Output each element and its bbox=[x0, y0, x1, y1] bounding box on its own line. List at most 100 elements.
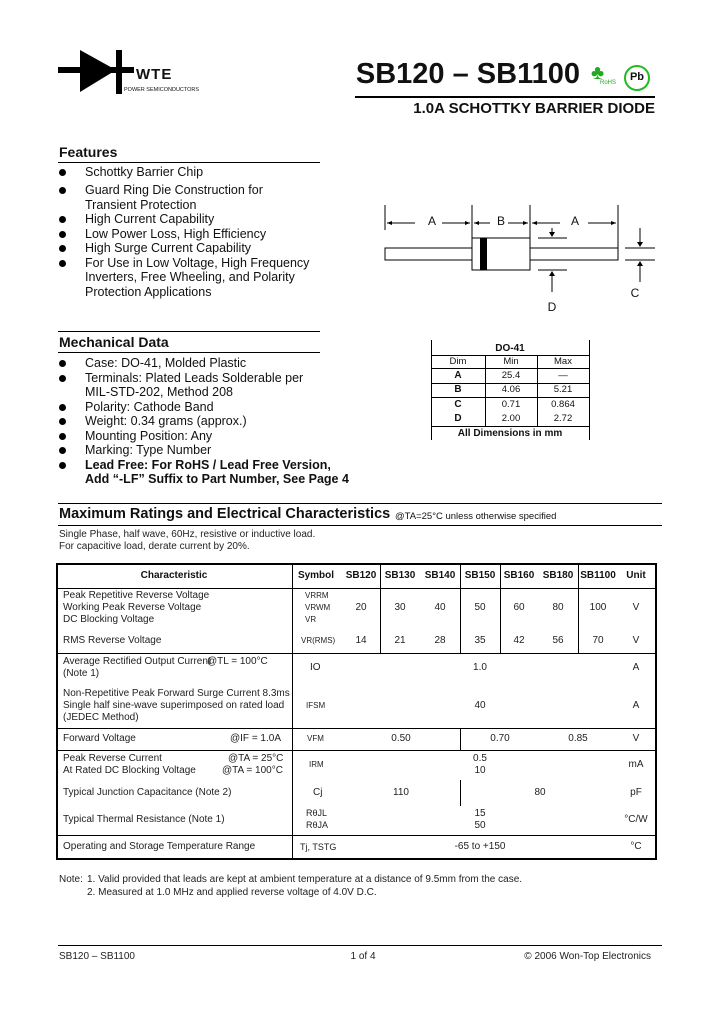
column-header: Characteristic bbox=[140, 570, 208, 581]
symbol: VRWM bbox=[305, 603, 331, 612]
list-item: Marking: Type Number bbox=[85, 443, 212, 457]
column-header: SB160 bbox=[503, 570, 535, 581]
table-cell: 35 bbox=[474, 635, 486, 646]
do41-package-diagram bbox=[384, 205, 655, 292]
table-cell: 14 bbox=[355, 635, 367, 646]
list-item: Add “-LF” Suffix to Part Number, See Pag… bbox=[85, 472, 349, 486]
dim-label-a: A bbox=[427, 214, 437, 228]
table-cell: 60 bbox=[513, 602, 525, 613]
row-note: (Note 1) bbox=[63, 668, 100, 679]
list-item: MIL-STD-202, Method 208 bbox=[85, 385, 233, 399]
column-header: SB1100 bbox=[580, 570, 616, 581]
table-title: DO-41 bbox=[495, 343, 525, 354]
row-label: Typical Thermal Resistance (Note 1) bbox=[63, 814, 225, 825]
logo-brand: WTE bbox=[136, 66, 173, 83]
table-cell: 0.5 bbox=[473, 753, 487, 764]
table-cell: -65 to +150 bbox=[454, 841, 506, 852]
footer-part-range: SB120 – SB1100 bbox=[59, 951, 135, 962]
dim-label-c: C bbox=[630, 286, 640, 300]
ratings-condition: @TA=25°C unless otherwise specified bbox=[395, 511, 557, 522]
note-item: 2. Measured at 1.0 MHz and applied rever… bbox=[87, 887, 377, 898]
table-cell: 56 bbox=[552, 635, 564, 646]
mechanical-heading: Mechanical Data bbox=[59, 334, 169, 350]
unit: °C/W bbox=[624, 814, 648, 825]
table-cell: — bbox=[558, 370, 568, 381]
symbol: VFM bbox=[307, 734, 324, 743]
symbol: VR bbox=[305, 615, 317, 624]
table-cell: 1.0 bbox=[473, 662, 487, 673]
table-cell: 15 bbox=[474, 808, 486, 819]
note-item: 1. Valid provided that leads are kept at… bbox=[87, 874, 523, 885]
condition: @IF = 1.0A bbox=[230, 733, 282, 744]
column-header: Symbol bbox=[297, 570, 335, 581]
unit: V bbox=[632, 635, 640, 646]
page-subtitle: 1.0A SCHOTTKY BARRIER DIODE bbox=[413, 100, 655, 117]
list-item: Weight: 0.34 grams (approx.) bbox=[85, 414, 247, 428]
symbol: IFSM bbox=[306, 701, 326, 710]
list-item: Guard Ring Die Construction for bbox=[85, 183, 263, 197]
table-cell: 0.70 bbox=[490, 733, 510, 744]
table-cell: B bbox=[454, 384, 462, 395]
row-label: Peak Reverse Current bbox=[63, 753, 162, 764]
row-label: Forward Voltage bbox=[63, 733, 136, 744]
ratings-heading: Maximum Ratings and Electrical Character… bbox=[59, 506, 391, 522]
table-cell: 50 bbox=[474, 820, 486, 831]
row-label: Single half sine-wave superimposed on ra… bbox=[63, 700, 285, 711]
condition: @TA = 25°C bbox=[228, 753, 284, 764]
symbol: IO bbox=[310, 662, 321, 673]
row-label: RMS Reverse Voltage bbox=[63, 635, 162, 646]
page-title: SB120 – SB1100 bbox=[355, 58, 580, 90]
list-item: Protection Applications bbox=[85, 285, 212, 299]
table-cell: C bbox=[454, 399, 462, 410]
table-cell: 50 bbox=[474, 602, 486, 613]
table-cell: 80 bbox=[534, 787, 546, 798]
list-item: Schottky Barrier Chip bbox=[85, 165, 204, 179]
list-item: High Surge Current Capability bbox=[85, 241, 252, 255]
unit: pF bbox=[630, 787, 642, 798]
table-cell: 0.71 bbox=[501, 399, 521, 410]
table-footer: All Dimensions in mm bbox=[457, 428, 563, 439]
table-cell: 42 bbox=[513, 635, 525, 646]
list-item: High Current Capability bbox=[85, 212, 215, 226]
symbol: VR(RMS) bbox=[301, 636, 336, 645]
table-cell: 28 bbox=[434, 635, 446, 646]
column-header: Dim bbox=[449, 356, 467, 367]
table-cell: 70 bbox=[592, 635, 604, 646]
row-label: DC Blocking Voltage bbox=[63, 614, 155, 625]
unit: A bbox=[632, 700, 640, 711]
list-item: Mounting Position: Any bbox=[85, 429, 213, 443]
ratings-note: For capacitive load, derate current by 2… bbox=[59, 541, 250, 552]
unit: V bbox=[632, 602, 640, 613]
diode-logo-icon bbox=[58, 50, 134, 94]
rohs-label: RoHS bbox=[600, 80, 617, 86]
symbol: Tj, TSTG bbox=[300, 842, 337, 852]
table-cell: 40 bbox=[474, 700, 486, 711]
list-item: Terminals: Plated Leads Solderable per bbox=[85, 371, 304, 385]
column-header: Unit bbox=[626, 570, 646, 581]
row-label: Peak Repetitive Reverse Voltage bbox=[63, 590, 210, 601]
table-cell: 20 bbox=[355, 602, 367, 613]
row-label: (JEDEC Method) bbox=[63, 712, 139, 723]
table-cell: 0.864 bbox=[551, 399, 575, 410]
page-number: 1 of 4 bbox=[350, 951, 376, 962]
table-cell: 100 bbox=[589, 602, 607, 613]
row-label: At Rated DC Blocking Voltage bbox=[63, 765, 196, 776]
table-cell: 10 bbox=[474, 765, 486, 776]
table-cell: 2.00 bbox=[501, 413, 521, 424]
ratings-note: Single Phase, half wave, 60Hz, resistive… bbox=[59, 529, 316, 540]
column-header: Min bbox=[503, 356, 519, 367]
table-cell: D bbox=[454, 413, 462, 424]
list-item: Lead Free: For RoHS / Lead Free Version, bbox=[85, 458, 331, 472]
features-heading: Features bbox=[59, 144, 118, 160]
list-item: Low Power Loss, High Efficiency bbox=[85, 227, 267, 241]
symbol: VRRM bbox=[305, 591, 329, 600]
list-item: Polarity: Cathode Band bbox=[85, 400, 214, 414]
condition: @TL = 100°C bbox=[207, 656, 268, 667]
rohs-tree-icon: ♣ bbox=[591, 62, 605, 84]
list-item: Case: DO-41, Molded Plastic bbox=[85, 356, 247, 370]
unit: A bbox=[632, 662, 640, 673]
column-header: SB150 bbox=[464, 570, 496, 581]
dim-label-b: B bbox=[496, 214, 506, 228]
table-cell: A bbox=[454, 370, 462, 381]
column-header: Max bbox=[554, 356, 572, 367]
